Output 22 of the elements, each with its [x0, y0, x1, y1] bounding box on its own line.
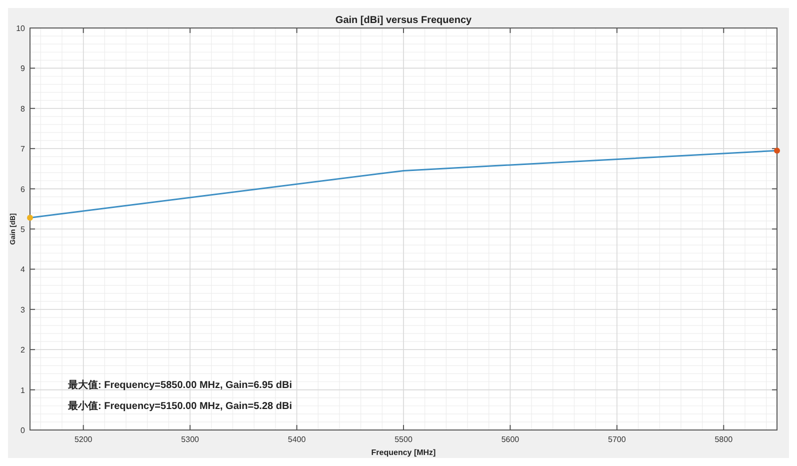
- chart-title: Gain [dBi] versus Frequency: [335, 15, 472, 26]
- x-tick-label: 5700: [608, 435, 626, 444]
- annotation: 最小值: Frequency=5150.00 MHz, Gain=5.28 dBi: [67, 400, 292, 412]
- x-tick-label: 5400: [288, 435, 306, 444]
- y-tick-label: 10: [16, 24, 26, 33]
- y-tick-label: 6: [20, 184, 26, 194]
- y-tick-label: 3: [20, 305, 26, 314]
- x-tick-label: 5200: [74, 435, 93, 444]
- y-tick-label: 4: [20, 265, 26, 274]
- y-tick-label: 8: [20, 104, 26, 114]
- x-tick-label: 5300: [181, 435, 200, 444]
- y-tick-label: 7: [20, 144, 26, 154]
- x-axis-title: Frequency [MHz]: [371, 448, 436, 457]
- y-tick-label: 0: [20, 426, 26, 435]
- y-tick-label: 5: [20, 225, 26, 234]
- x-tick-label: 5500: [394, 435, 413, 444]
- x-tick-label: 5800: [714, 435, 734, 444]
- y-tick-label: 9: [20, 64, 26, 74]
- y-tick-label: 1: [20, 386, 26, 395]
- annotation: 最大值: Frequency=5850.00 MHz, Gain=6.95 dBi: [67, 379, 292, 391]
- x-tick-label: 5600: [501, 435, 520, 444]
- y-tick-label: 2: [20, 346, 26, 355]
